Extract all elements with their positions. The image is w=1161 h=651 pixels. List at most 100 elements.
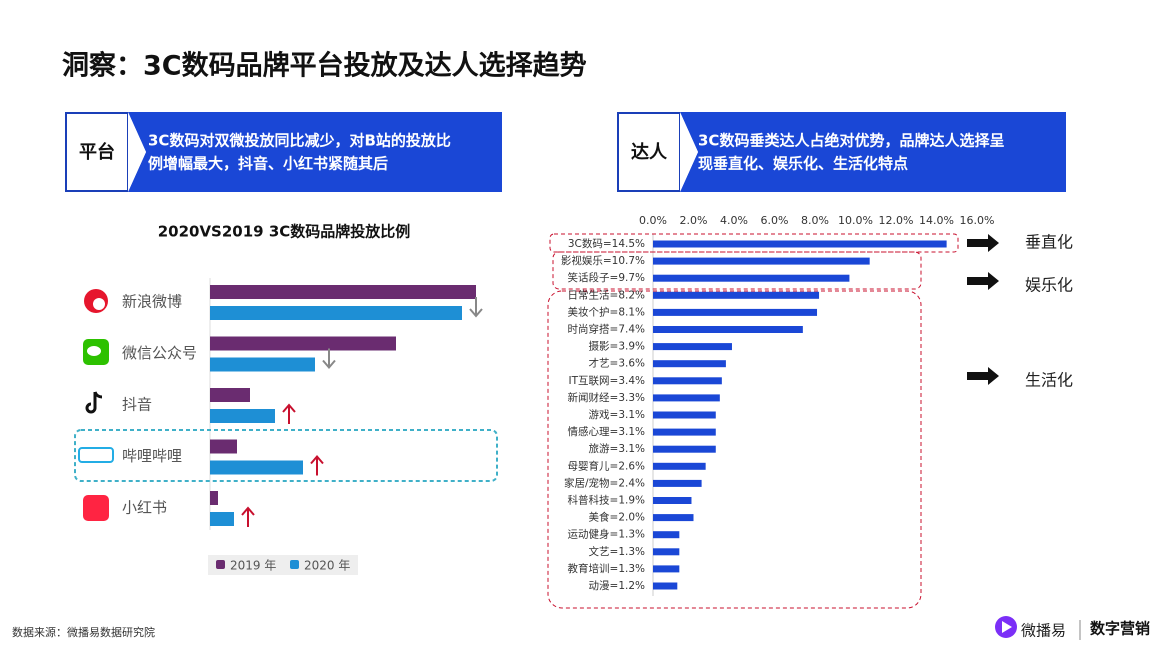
bar bbox=[210, 460, 303, 475]
bar bbox=[653, 274, 850, 282]
category-label: 科普科技=1.9% bbox=[568, 494, 645, 507]
bar bbox=[653, 497, 692, 504]
category-label: 小红书 bbox=[122, 499, 167, 517]
brand-text: 数字营销 bbox=[1090, 620, 1150, 638]
bar bbox=[653, 479, 702, 487]
panel-text: 现垂直化、娱乐化、生活化特点 bbox=[698, 155, 908, 173]
bar bbox=[653, 428, 716, 436]
category-label: 哔哩哔哩 bbox=[122, 447, 182, 465]
x-tick-label: 16.0% bbox=[960, 214, 995, 227]
bar bbox=[653, 326, 803, 333]
category-label: 母婴育儿=2.6% bbox=[568, 459, 645, 472]
bar bbox=[210, 336, 396, 351]
bar bbox=[653, 548, 680, 556]
category-label: 影视娱乐=10.7% bbox=[561, 254, 645, 267]
category-label: 文艺=1.3% bbox=[589, 545, 645, 558]
category-label: 家居/宠物=2.4% bbox=[564, 476, 645, 489]
x-tick-label: 0.0% bbox=[639, 214, 667, 227]
bar bbox=[210, 439, 237, 454]
bar bbox=[210, 409, 275, 423]
legend-label: 2019 年 bbox=[230, 559, 276, 573]
x-tick-label: 4.0% bbox=[720, 214, 748, 227]
x-tick-label: 14.0% bbox=[919, 214, 954, 227]
logo-icon bbox=[1002, 621, 1012, 633]
bar bbox=[653, 531, 680, 539]
category-label: 动漫=1.2% bbox=[589, 579, 645, 592]
bar bbox=[653, 582, 678, 590]
panel-label-box bbox=[617, 112, 681, 192]
source: 数据来源：微播易数据研究院 bbox=[12, 625, 155, 639]
category-label: 抖音 bbox=[122, 396, 152, 414]
panel-label-box bbox=[65, 112, 129, 192]
annotation: 垂直化 bbox=[1025, 233, 1073, 252]
category-label: 教育培训=1.3% bbox=[568, 562, 645, 575]
wechat-icon bbox=[87, 346, 101, 356]
x-tick-label: 8.0% bbox=[801, 214, 829, 227]
category-label: 才艺=3.6% bbox=[589, 357, 645, 370]
category-label: 摄影=3.9% bbox=[589, 340, 645, 353]
chart-title: 2020VS2019 3C数码品牌投放比例 bbox=[158, 223, 411, 241]
arrow bbox=[967, 367, 999, 385]
bar bbox=[653, 445, 716, 453]
trend-arrow bbox=[282, 403, 296, 424]
panel-tip bbox=[680, 112, 698, 192]
bar bbox=[210, 388, 250, 402]
highlight-box bbox=[74, 429, 498, 482]
bar bbox=[653, 291, 820, 299]
category-label: 游戏=3.1% bbox=[589, 408, 645, 421]
panel-text: 3C数码垂类达人占绝对优势，品牌达人选择呈 bbox=[698, 132, 1004, 150]
category-label: 运动健身=1.3% bbox=[568, 528, 645, 541]
panel-text: 例增幅最大，抖音、小红书紧随其后 bbox=[148, 155, 388, 173]
douyin-icon bbox=[85, 391, 103, 414]
arrow bbox=[967, 272, 999, 290]
bar bbox=[653, 565, 680, 573]
logo-text: 微播易 bbox=[1021, 622, 1066, 640]
bar bbox=[653, 343, 732, 351]
x-tick-label: 2.0% bbox=[680, 214, 708, 227]
group-box bbox=[552, 251, 922, 290]
bar bbox=[210, 357, 315, 372]
category-label: 旅游=3.1% bbox=[589, 442, 645, 455]
bar bbox=[210, 306, 462, 320]
category-label: 美食=2.0% bbox=[589, 511, 645, 524]
x-tick-label: 10.0% bbox=[838, 214, 873, 227]
annotation: 娱乐化 bbox=[1025, 276, 1073, 295]
legend-box bbox=[208, 555, 358, 575]
category-label: IT互联网=3.4% bbox=[569, 375, 646, 387]
bilibili-icon bbox=[78, 447, 114, 463]
legend-label: 2020 年 bbox=[304, 559, 350, 573]
group-box bbox=[547, 290, 922, 609]
group-box bbox=[549, 233, 959, 253]
x-tick-label: 6.0% bbox=[761, 214, 789, 227]
trend-arrow bbox=[241, 506, 255, 527]
weibo-icon bbox=[93, 298, 105, 310]
category-label: 新闻财经=3.3% bbox=[568, 391, 645, 404]
bar bbox=[653, 394, 720, 402]
category-label: 情感心理=3.1% bbox=[568, 425, 645, 438]
x-tick-label: 12.0% bbox=[879, 214, 914, 227]
panel-label: 达人 bbox=[631, 141, 668, 163]
category-label: 笑话段子=9.7% bbox=[568, 271, 645, 284]
bar bbox=[210, 512, 234, 526]
bar bbox=[653, 240, 947, 248]
bar bbox=[653, 308, 818, 316]
bar bbox=[210, 285, 476, 299]
xhs-icon bbox=[83, 495, 109, 521]
trend-arrow bbox=[469, 297, 483, 318]
slide-title: 洞察：3C数码品牌平台投放及达人选择趋势 bbox=[62, 50, 587, 82]
category-label: 时尚穿搭=7.4% bbox=[568, 323, 645, 336]
legend-swatch bbox=[290, 560, 299, 569]
category-label: 美妆个护=8.1% bbox=[568, 305, 645, 318]
bar bbox=[653, 257, 870, 265]
panel-tip bbox=[128, 112, 146, 192]
legend-swatch bbox=[216, 560, 225, 569]
annotation: 生活化 bbox=[1025, 371, 1073, 390]
panel-box bbox=[680, 112, 1066, 192]
bar bbox=[210, 491, 218, 505]
bar bbox=[653, 462, 706, 470]
category-label: 日常生活=8.2% bbox=[568, 288, 645, 301]
arrow bbox=[967, 234, 999, 252]
panel-label: 平台 bbox=[79, 141, 115, 163]
